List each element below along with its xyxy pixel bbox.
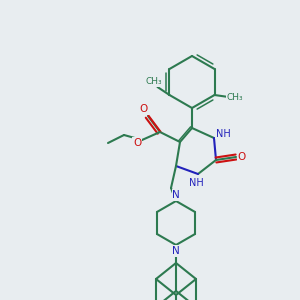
Text: N: N [172,190,180,200]
Text: CH₃: CH₃ [226,94,243,103]
Text: CH₃: CH₃ [145,77,162,86]
Text: O: O [133,138,141,148]
Text: O: O [238,152,246,162]
Text: O: O [140,104,148,114]
Text: NH: NH [189,178,203,188]
Text: NH: NH [216,129,230,139]
Text: N: N [172,246,180,256]
